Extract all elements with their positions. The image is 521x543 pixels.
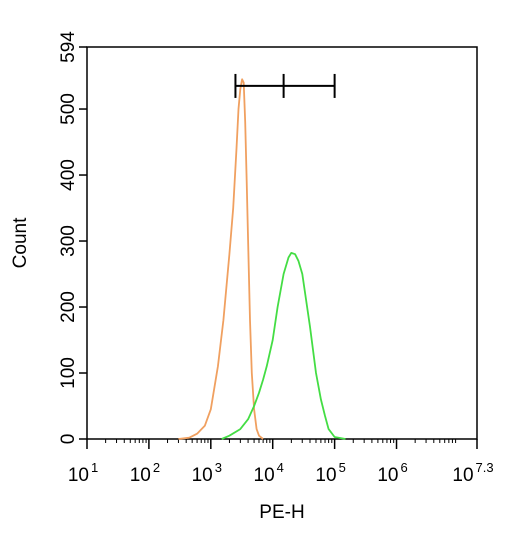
histogram-series-2 (221, 251, 346, 440)
x-tick-exponent: 1 (91, 460, 98, 475)
x-tick-label: 10 5 (315, 460, 345, 486)
x-tick-exponent: 4 (277, 460, 284, 475)
y-axis-ticks: 0 100 200 300 400 500 594 (58, 31, 87, 445)
y-tick-label: 100 (58, 357, 79, 389)
x-axis-ticks: 10 1 10 2 10 3 10 4 10 5 10 6 10 7.3 (68, 439, 494, 486)
y-tick-label: 594 (58, 31, 79, 63)
x-tick-base: 10 (68, 465, 89, 486)
y-axis-title: Count (10, 217, 31, 268)
range-gate (234, 73, 336, 98)
x-tick-label: 10 4 (254, 460, 284, 486)
y-tick-label: 500 (58, 93, 79, 125)
x-tick-base: 10 (254, 465, 275, 486)
x-tick-exponent: 5 (339, 460, 346, 475)
x-tick-label: 10 7.3 (452, 460, 493, 486)
x-tick-base: 10 (192, 465, 213, 486)
x-tick-label: 10 1 (68, 460, 98, 486)
y-tick-label: 400 (58, 159, 79, 191)
plot-frame (86, 46, 478, 440)
x-minor-ticks (105, 439, 457, 443)
y-tick-label: 300 (58, 225, 79, 257)
histogram-series-1 (178, 78, 264, 440)
y-tick-label: 0 (58, 434, 79, 445)
x-tick-exponent: 2 (153, 460, 160, 475)
x-tick-label: 10 6 (377, 460, 407, 486)
x-tick-base: 10 (130, 465, 151, 486)
x-tick-label: 10 3 (192, 460, 222, 486)
x-tick-exponent: 6 (400, 460, 407, 475)
x-tick-exponent: 7.3 (476, 460, 494, 475)
y-tick-label: 200 (58, 291, 79, 323)
x-tick-exponent: 3 (215, 460, 222, 475)
x-tick-base: 10 (377, 465, 398, 486)
x-tick-base: 10 (315, 465, 336, 486)
x-tick-base: 10 (452, 465, 473, 486)
x-tick-label: 10 2 (130, 460, 160, 486)
x-axis-title: PE-H (259, 502, 304, 523)
series-layer (178, 78, 346, 440)
